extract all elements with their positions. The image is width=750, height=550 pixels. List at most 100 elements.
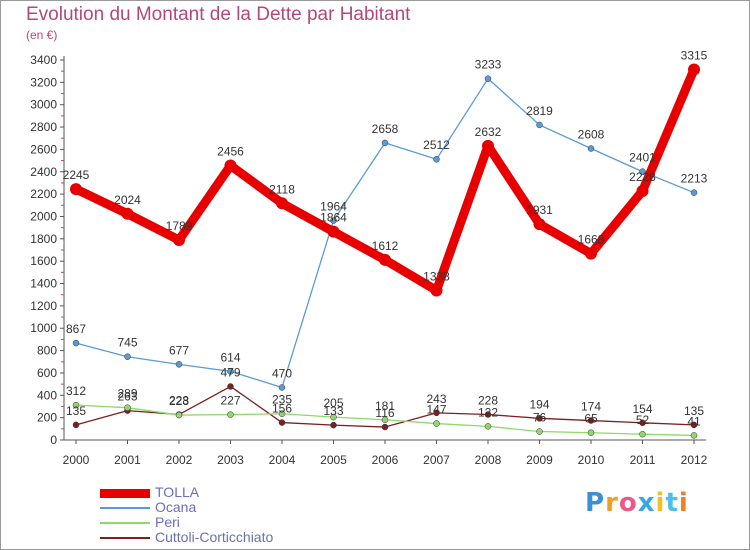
- data-point: [433, 409, 440, 417]
- data-label: 3315: [681, 49, 708, 63]
- data-point: [482, 139, 494, 152]
- y-tick-label: 3400: [30, 53, 57, 67]
- x-tick-label: 2010: [578, 453, 605, 467]
- legend-swatch: [100, 537, 150, 540]
- data-point: [72, 339, 80, 347]
- y-tick-label: 2600: [30, 142, 57, 156]
- data-point: [379, 253, 391, 266]
- legend-label: Cuttoli-Corticchiato: [155, 529, 274, 545]
- data-label: 194: [529, 397, 549, 411]
- y-tick-label: 2000: [30, 209, 57, 223]
- y-tick-label: 200: [37, 411, 57, 425]
- data-point: [330, 413, 337, 421]
- data-point: [433, 155, 440, 163]
- data-label: 116: [375, 406, 394, 420]
- y-tick-label: 1800: [30, 232, 57, 246]
- data-label: 2228: [629, 170, 656, 184]
- data-label: 3233: [475, 58, 502, 72]
- data-label: 614: [220, 350, 240, 364]
- legend-swatch: [100, 522, 150, 525]
- data-label: 2632: [475, 125, 502, 139]
- logo-letter: P: [585, 488, 606, 518]
- data-label: 867: [66, 322, 86, 336]
- data-point: [639, 430, 646, 438]
- legend: TOLLA Ocana Peri Cuttoli-Corticchiato: [100, 485, 273, 545]
- y-tick-label: 3200: [30, 75, 57, 89]
- data-point: [278, 410, 286, 417]
- legend-item: TOLLA: [100, 485, 273, 500]
- data-label: 1964: [320, 199, 347, 213]
- x-tick-label: 2012: [681, 453, 708, 467]
- y-tick-label: 2400: [30, 165, 57, 179]
- data-label: 2245: [63, 168, 90, 182]
- data-point: [124, 404, 131, 411]
- data-point: [72, 421, 80, 429]
- data-label: 243: [426, 392, 446, 406]
- data-label: 181: [375, 399, 395, 413]
- data-point: [381, 139, 389, 147]
- data-point: [536, 415, 543, 422]
- logo-letter: r: [605, 488, 619, 518]
- data-point: [330, 421, 337, 429]
- data-label: 1612: [372, 239, 399, 253]
- data-label: 677: [169, 343, 189, 357]
- data-point: [381, 423, 389, 431]
- logo-letter: x: [637, 488, 656, 518]
- legend-item: Peri: [100, 515, 273, 530]
- data-point: [121, 207, 134, 220]
- x-tick-label: 2009: [526, 453, 553, 467]
- data-label: 479: [220, 365, 240, 379]
- chart-subtitle: (en €): [26, 28, 58, 42]
- data-label: 205: [323, 396, 343, 410]
- y-tick-label: 1600: [30, 254, 57, 268]
- data-point: [587, 145, 595, 152]
- logo-letter: o: [618, 488, 638, 518]
- data-label: 470: [272, 366, 292, 380]
- data-point: [587, 429, 595, 436]
- y-tick-label: 800: [37, 344, 57, 358]
- data-point: [330, 217, 337, 224]
- data-label: 2213: [681, 172, 708, 186]
- data-point: [227, 383, 234, 390]
- x-tick-label: 2006: [372, 453, 399, 467]
- data-point: [278, 384, 286, 391]
- x-tick-label: 2002: [166, 453, 193, 467]
- data-point: [536, 121, 543, 129]
- data-label: 133: [323, 404, 343, 418]
- data-point: [484, 75, 492, 82]
- data-label: 228: [169, 394, 189, 408]
- data-label: 122: [478, 405, 498, 419]
- data-point: [278, 419, 286, 426]
- data-point: [536, 428, 543, 435]
- data-label: 147: [426, 403, 446, 417]
- data-point: [433, 420, 440, 427]
- y-tick-label: 2200: [30, 187, 57, 201]
- legend-item: Cuttoli-Corticchiato: [100, 530, 273, 545]
- data-point: [690, 432, 698, 439]
- data-point: [484, 423, 492, 430]
- data-label: 263: [117, 390, 137, 404]
- x-tick-label: 2008: [475, 453, 502, 467]
- legend-swatch: [100, 488, 150, 498]
- data-point: [173, 234, 185, 247]
- data-point: [690, 421, 698, 429]
- x-tick-label: 2005: [320, 453, 347, 467]
- chart-title: Evolution du Montant de la Dette par Hab…: [26, 4, 411, 25]
- logo-letter: i: [655, 488, 666, 518]
- data-label: 41: [687, 414, 701, 428]
- data-point: [124, 353, 131, 360]
- y-tick-label: 0: [50, 433, 57, 447]
- line-chart: 0 200 400 600 800 1000 1200 1400 1600 1800 2000 220…: [30, 49, 708, 468]
- legend-label: TOLLA: [155, 484, 200, 500]
- data-label: 1668: [578, 233, 605, 247]
- data-label: 76: [533, 411, 547, 425]
- data-label: 135: [684, 404, 704, 418]
- y-tick-label: 1200: [30, 299, 57, 313]
- legend-label: Peri: [155, 514, 180, 530]
- y-tick-label: 600: [37, 366, 57, 380]
- data-labels: 2245 2024 1789 2456 2118 1864 1612 1338 2632 1931…: [63, 49, 708, 429]
- y-tick-label: 1000: [30, 321, 57, 335]
- logo-letter: t: [665, 488, 679, 518]
- data-label: 2024: [114, 193, 141, 207]
